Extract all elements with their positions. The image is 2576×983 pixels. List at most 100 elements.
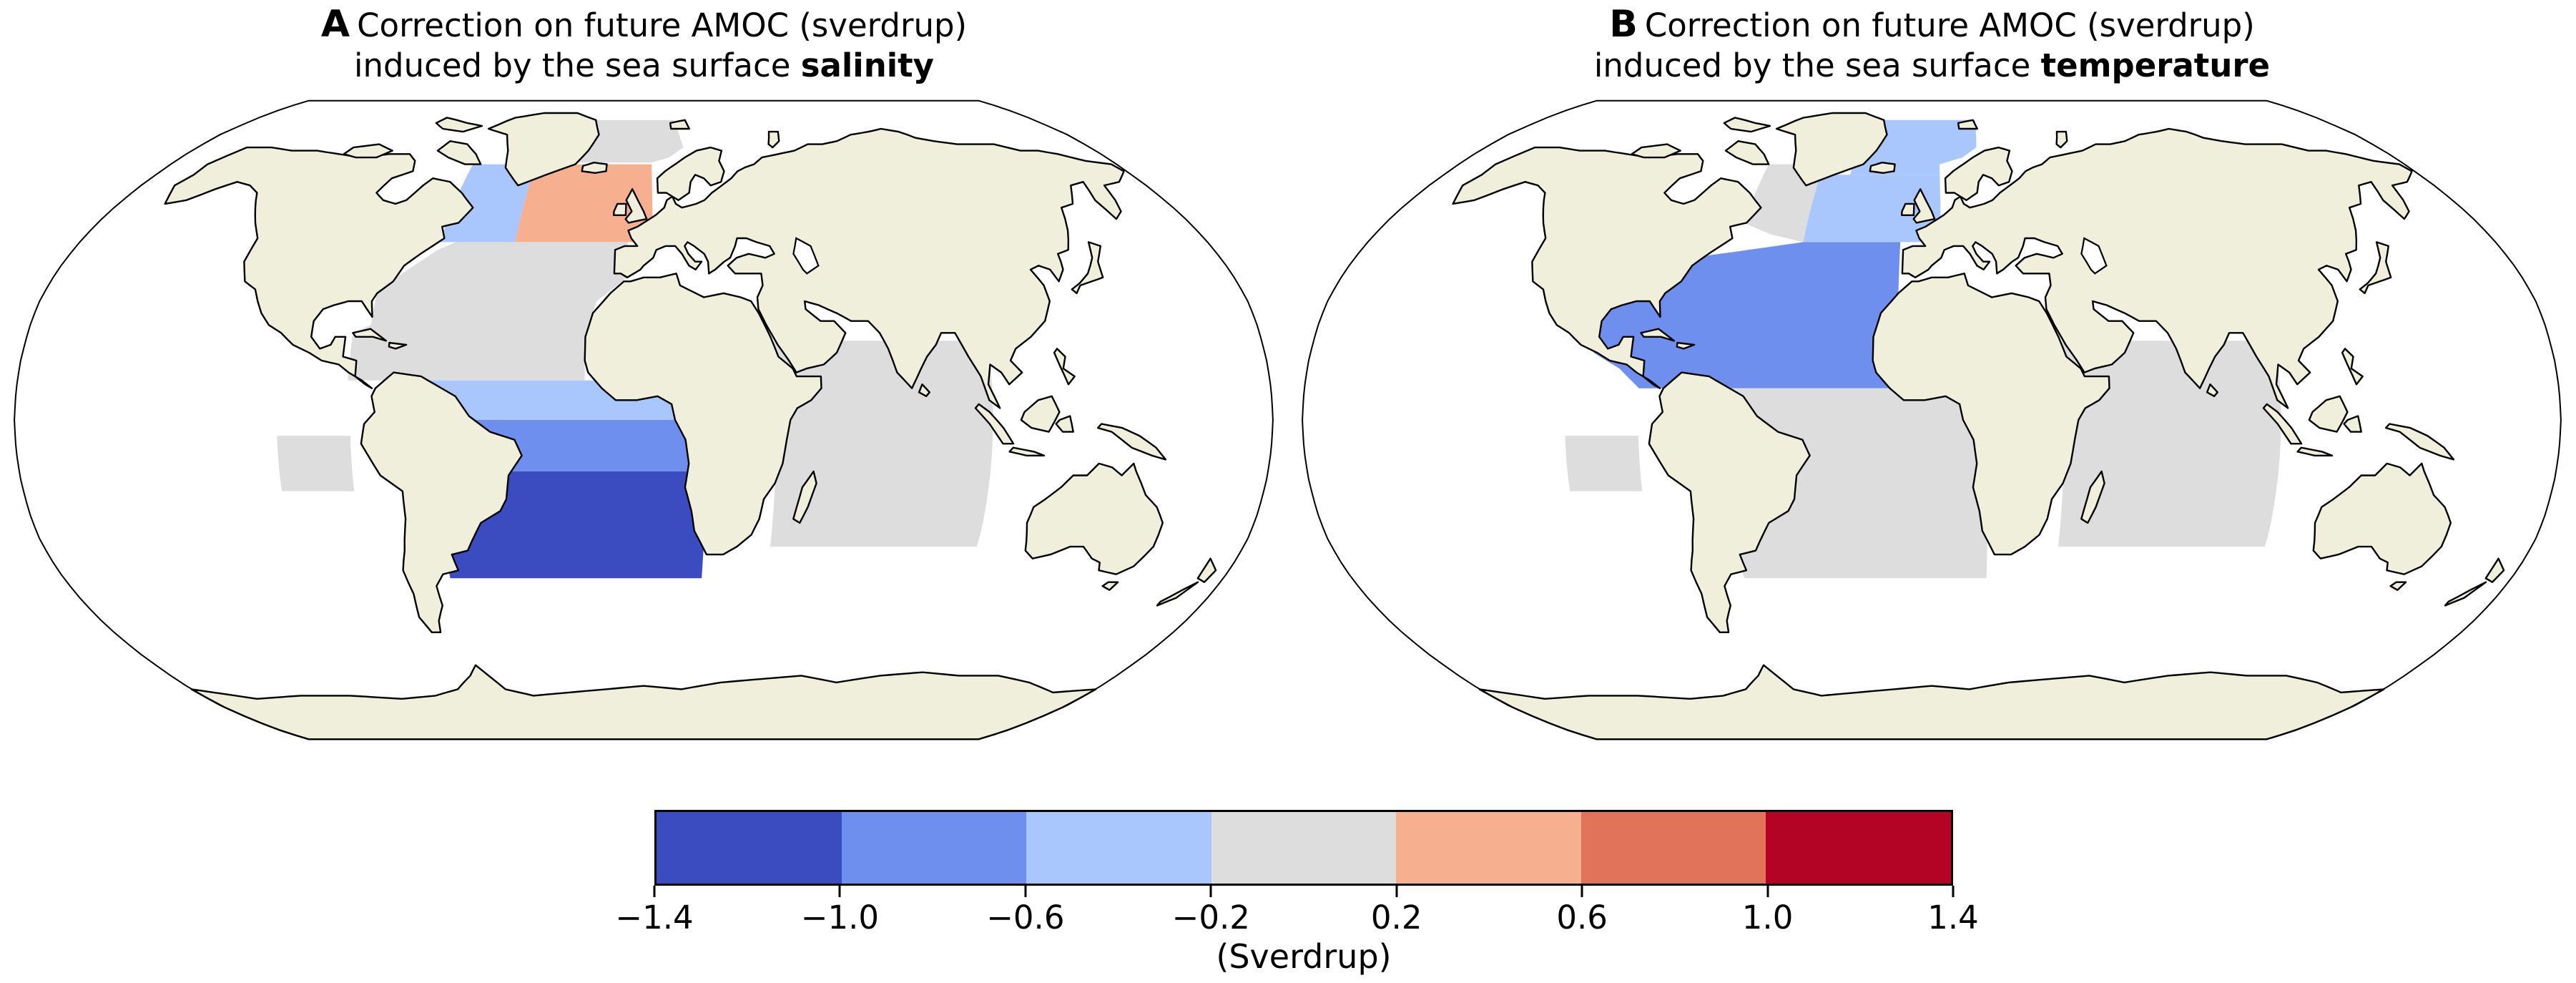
colorbar-segment-1 [657,812,842,884]
landmass-27 [1101,581,1119,591]
colorbar-tick-mark [1580,886,1583,897]
landmass-14 [2080,470,2105,524]
landmass-8 [1944,146,2013,201]
colorbar-tick-label: −1.4 [615,899,694,936]
landmass-20 [1053,348,1076,386]
landmass-2 [343,143,393,159]
landmass-3 [435,117,483,133]
landmass-15 [974,403,1015,445]
panel-b-title-line2-prefix: induced by the sea surface [1593,47,2041,85]
colorbar-segment-2 [841,812,1027,884]
landmass-21 [2359,241,2392,295]
panel-b-letter: B [1609,3,1638,46]
landmass-11 [581,162,608,174]
landmass-8 [656,146,725,201]
region-northeast-atlantic [1803,175,1942,243]
landmass-21 [1071,241,1104,295]
landmass-6 [1872,273,2110,556]
landmass-22 [2484,557,2505,583]
landmass-23 [2444,581,2487,607]
panel-b-title-line1: B Correction on future AMOC (sverdrup) [1288,3,2576,47]
landmass-24 [352,328,388,342]
landmass-19 [2384,423,2455,461]
colorbar: −1.4 −1.0 −0.6 −0.2 0.2 0.6 1.0 1.4 (Sve… [615,810,1979,976]
panel-a-title-line2: induced by the sea surface salinity [0,47,1288,84]
colorbar-tick-label: −0.2 [1171,899,1250,936]
landmass-16 [2296,446,2334,456]
landmass-28 [1024,462,1164,575]
projection-boundary [14,99,1274,740]
landmass-19 [1096,423,1167,461]
landmass-6 [584,273,822,556]
world-map-salinity [14,99,1274,740]
colorbar-segment-4 [1211,812,1397,884]
colorbar-tick-label: 1.4 [1927,899,1979,936]
region-indian-ocean [770,341,993,547]
landmass-20 [2341,348,2364,386]
landmass-10 [613,202,627,216]
panel-a: A Correction on future AMOC (sverdrup) in… [0,0,1288,787]
landmass-4 [1775,112,1888,187]
region-east-pacific-box [1565,436,1643,492]
landmass-28 [2312,462,2452,575]
panel-a-title-text: Correction on future AMOC (sverdrup) [357,6,968,44]
landmass-9 [1912,188,1936,224]
panel-a-title-line1: A Correction on future AMOC (sverdrup) [0,3,1288,47]
landmass-12 [1957,119,1978,130]
region-north-atlantic-subtropical [1593,242,1901,388]
landmass-9 [624,188,648,224]
region-indian-ocean [2058,341,2281,547]
colorbar-axis-label: (Sverdrup) [1216,937,1392,976]
colorbar-bar [654,810,1953,886]
colorbar-tick-label: 0.6 [1556,899,1608,936]
landmass-27 [2389,581,2407,591]
landmass-3 [1723,117,1771,133]
colorbar-segment-7 [1766,812,1952,884]
landmass-24 [1640,328,1676,342]
landmass-26 [2206,383,2218,397]
panel-b: B Correction on future AMOC (sverdrup) in… [1288,0,2576,787]
landmass-25 [1676,341,1696,350]
colorbar-tick-mark [1024,886,1027,897]
landmass-22 [1196,557,1217,583]
region-east-pacific-box [277,436,355,492]
landmass-13 [767,130,780,149]
colorbar-tick-label: −0.6 [986,899,1065,936]
colorbar-segment-5 [1396,812,1581,884]
landmass-17 [1020,395,1061,433]
colorbar-tick-label: −1.0 [800,899,880,936]
colorbar-tick-label: 0.2 [1370,899,1422,936]
panel-a-title: A Correction on future AMOC (sverdrup) in… [0,3,1288,84]
panel-b-title-line2-emphasis: temperature [2040,47,2271,85]
colorbar-tick-mark [1395,886,1398,897]
colorbar-tick-mark [838,886,841,897]
landmass-25 [388,341,408,350]
region-northeast-atlantic [515,164,654,243]
landmass-23 [1156,581,1199,607]
landmass-10 [1901,202,1915,216]
world-map-temperature [1302,99,2562,740]
landmass-17 [2308,395,2349,433]
panel-a-letter: A [320,3,350,46]
region-labrador-sea [440,164,536,243]
landmass-16 [1008,446,1046,456]
panel-b-title-text: Correction on future AMOC (sverdrup) [1644,6,2255,44]
panel-a-title-line2-emphasis: salinity [800,47,934,85]
landmass-15 [2262,403,2303,445]
colorbar-segment-3 [1026,812,1211,884]
landmass-4 [487,112,600,187]
colorbar-segment-6 [1580,812,1766,884]
landmass-2 [1631,143,1681,159]
landmass-5 [360,371,523,633]
landmass-7 [1901,127,2413,409]
colorbar-tick-mark [1209,886,1212,897]
landmass-1 [436,140,482,165]
panel-b-title: B Correction on future AMOC (sverdrup) in… [1288,3,2576,84]
landmass-11 [1869,162,1896,174]
caspian-sea [2080,237,2108,275]
landmass-18 [2343,415,2362,433]
caspian-sea [792,237,820,275]
panel-a-title-line2-prefix: induced by the sea surface [354,47,801,85]
landmass-13 [2055,130,2068,149]
